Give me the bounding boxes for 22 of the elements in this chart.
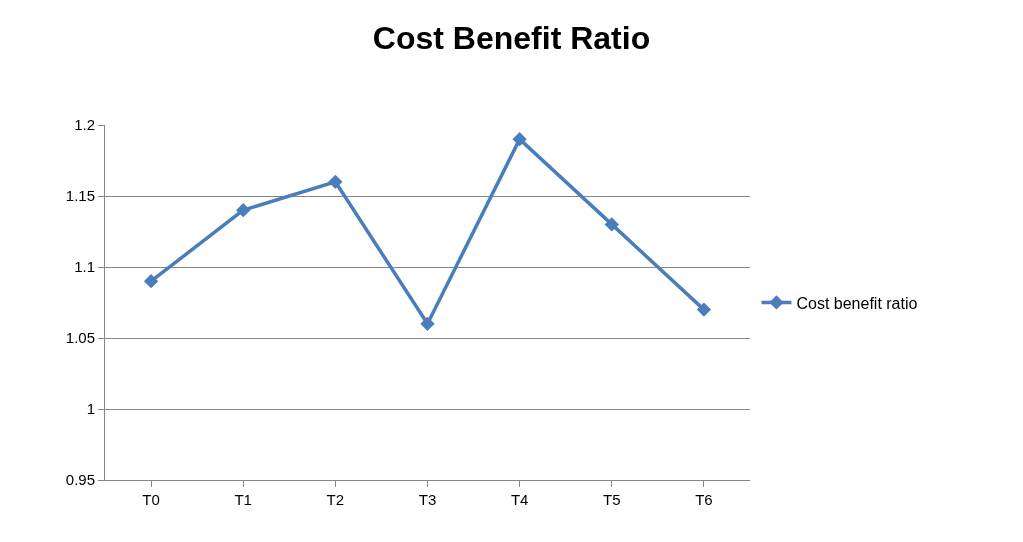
y-tick-label: 1.2 (74, 116, 95, 134)
legend-label: Cost benefit ratio (796, 294, 918, 312)
point (236, 203, 251, 218)
point (143, 274, 159, 289)
x-tick-label: T2 (326, 491, 345, 508)
x-tick-label: T3 (418, 491, 437, 508)
y-tick-label: 0.95 (65, 471, 95, 489)
y-tick-label: 1.15 (65, 187, 95, 205)
x-tick-label: T4 (510, 491, 529, 508)
point (696, 302, 712, 317)
x-tick-label: T0 (142, 491, 160, 508)
x-tick-label: T1 (234, 491, 252, 508)
y-tick-label: 1.05 (65, 329, 95, 347)
y-tick-label: 1.1 (74, 258, 95, 276)
point (512, 132, 527, 147)
point (328, 174, 343, 189)
point (420, 316, 435, 331)
x-tick-label: T5 (603, 491, 621, 508)
point (604, 217, 619, 232)
chart-title: Cost Benefit Ratio (372, 20, 651, 57)
y-tick-label: 1 (86, 400, 95, 418)
x-tick-label: T6 (695, 491, 713, 508)
